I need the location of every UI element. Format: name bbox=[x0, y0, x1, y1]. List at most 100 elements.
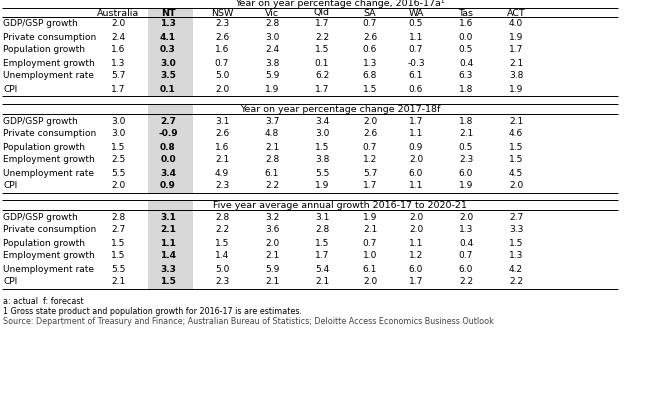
Text: 1.6: 1.6 bbox=[111, 45, 125, 55]
Text: 3.0: 3.0 bbox=[111, 117, 125, 126]
Text: 2.6: 2.6 bbox=[215, 130, 229, 138]
Text: 2.0: 2.0 bbox=[111, 20, 125, 28]
Text: 1.7: 1.7 bbox=[315, 20, 329, 28]
Text: 6.1: 6.1 bbox=[363, 265, 377, 273]
Text: 2.7: 2.7 bbox=[160, 117, 176, 126]
Text: 0.5: 0.5 bbox=[459, 142, 473, 152]
Text: 1.1: 1.1 bbox=[408, 32, 423, 41]
Text: 1.3: 1.3 bbox=[111, 59, 125, 67]
Text: GDP/GSP growth: GDP/GSP growth bbox=[3, 213, 78, 221]
Text: 1.5: 1.5 bbox=[111, 251, 125, 261]
Text: 1.7: 1.7 bbox=[408, 117, 423, 126]
Text: 2.3: 2.3 bbox=[215, 277, 229, 286]
Text: 0.0: 0.0 bbox=[459, 32, 473, 41]
Text: 2.1: 2.1 bbox=[111, 277, 125, 286]
Text: Private consumption: Private consumption bbox=[3, 130, 97, 138]
Text: 1.5: 1.5 bbox=[111, 239, 125, 247]
Text: SA: SA bbox=[364, 8, 376, 18]
Text: Unemployment rate: Unemployment rate bbox=[3, 168, 94, 178]
Text: Employment growth: Employment growth bbox=[3, 59, 95, 67]
Text: 3.0: 3.0 bbox=[111, 130, 125, 138]
Text: 3.4: 3.4 bbox=[315, 117, 329, 126]
Text: 2.0: 2.0 bbox=[111, 182, 125, 190]
Text: 1.9: 1.9 bbox=[509, 32, 524, 41]
Text: 1.7: 1.7 bbox=[509, 45, 524, 55]
Text: Population growth: Population growth bbox=[3, 239, 85, 247]
Text: Private consumption: Private consumption bbox=[3, 32, 97, 41]
Text: 0.9: 0.9 bbox=[408, 142, 423, 152]
Text: 0.5: 0.5 bbox=[408, 20, 423, 28]
Text: 2.6: 2.6 bbox=[363, 130, 377, 138]
Text: 2.5: 2.5 bbox=[111, 156, 125, 164]
Text: 3.0: 3.0 bbox=[160, 59, 176, 67]
Text: 2.0: 2.0 bbox=[363, 277, 377, 286]
Text: 1.2: 1.2 bbox=[363, 156, 377, 164]
Text: 1.9: 1.9 bbox=[315, 182, 329, 190]
Text: 1.6: 1.6 bbox=[215, 142, 229, 152]
Text: 0.7: 0.7 bbox=[363, 20, 377, 28]
Text: -0.9: -0.9 bbox=[158, 130, 178, 138]
Text: 4.5: 4.5 bbox=[509, 168, 523, 178]
Text: 5.9: 5.9 bbox=[265, 265, 279, 273]
Text: 2.6: 2.6 bbox=[215, 32, 229, 41]
Text: 0.7: 0.7 bbox=[363, 239, 377, 247]
Text: 3.0: 3.0 bbox=[265, 32, 279, 41]
Text: Qld: Qld bbox=[314, 8, 330, 18]
Text: CPI: CPI bbox=[3, 277, 17, 286]
Text: 1.5: 1.5 bbox=[363, 85, 377, 93]
Text: 2.0: 2.0 bbox=[509, 182, 523, 190]
Text: 1.9: 1.9 bbox=[459, 182, 473, 190]
Text: 2.1: 2.1 bbox=[215, 156, 229, 164]
Text: 1.3: 1.3 bbox=[363, 59, 377, 67]
Text: Unemployment rate: Unemployment rate bbox=[3, 265, 94, 273]
Text: 1.7: 1.7 bbox=[111, 85, 125, 93]
Text: 1 Gross state product and population growth for 2016-17 is are estimates.: 1 Gross state product and population gro… bbox=[3, 306, 302, 316]
Bar bbox=[148, 104, 193, 193]
Text: 3.4: 3.4 bbox=[160, 168, 176, 178]
Text: 3.0: 3.0 bbox=[315, 130, 329, 138]
Text: 1.3: 1.3 bbox=[160, 20, 176, 28]
Text: 2.2: 2.2 bbox=[215, 225, 229, 235]
Text: CPI: CPI bbox=[3, 85, 17, 93]
Text: 0.1: 0.1 bbox=[315, 59, 329, 67]
Text: 0.4: 0.4 bbox=[459, 239, 473, 247]
Text: Source: Department of Treasury and Finance; Australian Bureau of Statistics; Del: Source: Department of Treasury and Finan… bbox=[3, 318, 494, 326]
Text: 3.3: 3.3 bbox=[509, 225, 524, 235]
Text: 6.2: 6.2 bbox=[315, 71, 329, 81]
Text: Australia: Australia bbox=[97, 8, 139, 18]
Text: 6.0: 6.0 bbox=[459, 168, 473, 178]
Text: 0.1: 0.1 bbox=[160, 85, 176, 93]
Text: 2.8: 2.8 bbox=[315, 225, 329, 235]
Bar bbox=[148, 200, 193, 289]
Text: 5.4: 5.4 bbox=[315, 265, 329, 273]
Text: 4.0: 4.0 bbox=[509, 20, 523, 28]
Text: -0.3: -0.3 bbox=[407, 59, 425, 67]
Text: Tas: Tas bbox=[459, 8, 473, 18]
Text: 1.5: 1.5 bbox=[315, 142, 329, 152]
Text: Unemployment rate: Unemployment rate bbox=[3, 71, 94, 81]
Text: 1.5: 1.5 bbox=[215, 239, 229, 247]
Text: NT: NT bbox=[161, 8, 175, 18]
Text: 2.8: 2.8 bbox=[265, 20, 279, 28]
Text: 2.0: 2.0 bbox=[409, 225, 423, 235]
Text: 1.4: 1.4 bbox=[160, 251, 176, 261]
Text: 2.1: 2.1 bbox=[265, 277, 279, 286]
Text: 1.1: 1.1 bbox=[408, 239, 423, 247]
Text: 1.5: 1.5 bbox=[509, 239, 524, 247]
Text: 0.9: 0.9 bbox=[160, 182, 176, 190]
Text: 2.0: 2.0 bbox=[215, 85, 229, 93]
Text: 6.1: 6.1 bbox=[265, 168, 279, 178]
Text: 1.8: 1.8 bbox=[459, 117, 473, 126]
Text: 1.1: 1.1 bbox=[160, 239, 176, 247]
Text: 2.0: 2.0 bbox=[459, 213, 473, 221]
Text: 1.1: 1.1 bbox=[408, 130, 423, 138]
Text: Five year average annual growth 2016-17 to 2020-21: Five year average annual growth 2016-17 … bbox=[213, 200, 467, 209]
Text: a: actual  f: forecast: a: actual f: forecast bbox=[3, 296, 84, 306]
Text: Population growth: Population growth bbox=[3, 142, 85, 152]
Text: 1.2: 1.2 bbox=[409, 251, 423, 261]
Text: 2.0: 2.0 bbox=[409, 213, 423, 221]
Text: 0.0: 0.0 bbox=[160, 156, 176, 164]
Text: 6.0: 6.0 bbox=[408, 168, 423, 178]
Text: 1.7: 1.7 bbox=[315, 251, 329, 261]
Text: 2.0: 2.0 bbox=[363, 117, 377, 126]
